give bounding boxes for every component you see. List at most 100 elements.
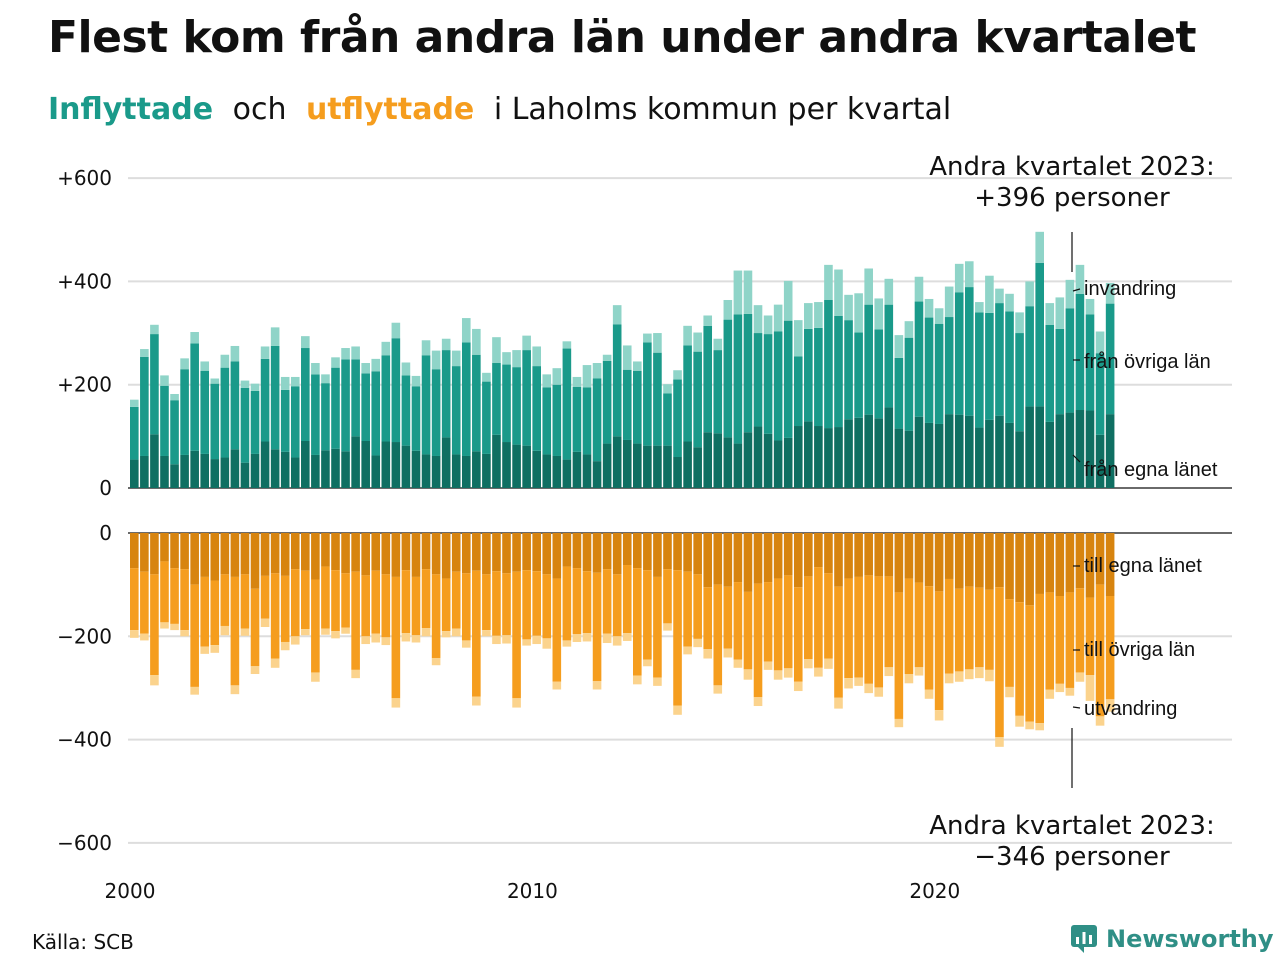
bar-in-2-30 — [431, 350, 441, 370]
bar-out-2-11 — [240, 628, 250, 636]
bar-out-2-40 — [532, 635, 541, 645]
bar-out-0-69 — [824, 533, 833, 574]
bar-in-2-52 — [653, 333, 662, 353]
bar-out-2-83 — [964, 669, 974, 680]
bar-out-0-35 — [482, 533, 491, 575]
bar-in-0-30 — [431, 455, 441, 488]
bar-out-2-13 — [260, 618, 270, 628]
bar-in-2-15 — [280, 376, 290, 390]
bar-out-2-93 — [1065, 687, 1075, 696]
bar-in-1-59 — [723, 319, 733, 438]
bar-out-0-34 — [472, 533, 481, 571]
bar-in-2-43 — [562, 341, 572, 349]
bar-in-2-91 — [1045, 303, 1055, 325]
bar-out-2-96 — [1095, 716, 1105, 726]
bar-out-2-56 — [693, 638, 702, 648]
bar-out-0-64 — [773, 533, 783, 579]
bar-out-0-67 — [804, 533, 813, 577]
bar-out-0-52 — [653, 533, 662, 577]
bar-in-2-37 — [502, 352, 511, 365]
bar-out-0-1 — [140, 533, 149, 572]
annotation-bottom-line1: Andra kvartalet 2023: — [929, 811, 1214, 841]
tick-invandring — [1072, 288, 1081, 292]
bar-out-1-16 — [290, 569, 300, 637]
bar-out-1-82 — [954, 588, 964, 672]
bar-out-0-71 — [844, 533, 853, 579]
bar-out-0-73 — [864, 533, 873, 576]
bar-in-0-22 — [351, 436, 360, 488]
bar-out-1-51 — [643, 570, 652, 660]
bar-in-0-28 — [411, 450, 421, 488]
bar-in-2-4 — [170, 393, 179, 401]
bar-out-0-90 — [1035, 533, 1044, 594]
bar-out-0-13 — [260, 533, 270, 576]
bar-out-1-20 — [331, 570, 340, 632]
bar-in-0-52 — [653, 445, 662, 488]
bar-out-2-42 — [552, 681, 562, 690]
bar-out-0-91 — [1045, 533, 1055, 593]
bar-in-1-43 — [562, 348, 572, 460]
bar-in-2-79 — [924, 298, 934, 318]
bar-out-0-5 — [180, 533, 189, 570]
bar-in-0-83 — [964, 415, 974, 488]
bar-out-1-45 — [582, 571, 592, 634]
bar-in-1-9 — [220, 367, 230, 458]
brand-name: Newsworthy — [1106, 925, 1274, 953]
bar-in-1-82 — [954, 292, 964, 415]
bar-in-2-7 — [200, 361, 210, 371]
bar-in-0-11 — [240, 462, 250, 488]
bar-in-2-49 — [622, 345, 632, 370]
bar-in-1-27 — [401, 375, 411, 446]
bar-in-2-11 — [240, 380, 250, 388]
bar-in-2-46 — [592, 363, 602, 379]
bar-in-0-80 — [934, 423, 944, 488]
bar-in-0-43 — [562, 459, 572, 488]
bar-in-1-11 — [240, 387, 250, 463]
bar-in-2-73 — [864, 268, 873, 305]
x-tick-label-1: 2010 — [507, 879, 558, 903]
bar-in-2-95 — [1085, 298, 1095, 315]
y-tick-label-inflyttade-0: +600 — [57, 166, 112, 190]
bar-out-2-79 — [924, 689, 934, 699]
bar-in-0-23 — [361, 440, 370, 488]
bar-out-1-49 — [622, 565, 632, 634]
chart-subtitle: Inflyttade och utflyttade i Laholms komm… — [48, 92, 961, 127]
bar-out-2-10 — [230, 685, 240, 695]
bar-in-2-57 — [703, 315, 713, 326]
bar-out-2-51 — [643, 659, 652, 667]
label-fran-egna-lanet: från egna länet — [1084, 459, 1218, 481]
bar-out-2-17 — [301, 629, 310, 636]
bar-in-1-70 — [834, 316, 843, 428]
bar-in-0-60 — [733, 443, 743, 488]
bar-in-0-92 — [1055, 414, 1065, 488]
bar-in-0-47 — [602, 443, 612, 488]
bar-out-1-25 — [381, 574, 391, 638]
bar-in-0-95 — [1085, 410, 1095, 488]
annotation-bottom-line2: −346 personer — [974, 842, 1170, 872]
bar-in-2-2 — [150, 324, 159, 335]
bar-out-1-0 — [130, 568, 139, 631]
bar-out-2-34 — [472, 696, 481, 706]
bar-out-0-40 — [532, 533, 541, 572]
grid-lines — [128, 177, 1232, 844]
bar-out-2-21 — [341, 627, 350, 634]
bar-out-0-16 — [290, 533, 300, 570]
bar-in-2-81 — [944, 286, 954, 318]
bar-in-2-72 — [854, 293, 863, 333]
bar-in-2-19 — [321, 374, 330, 384]
bar-out-2-59 — [723, 648, 733, 658]
bar-out-2-71 — [844, 678, 853, 689]
bar-in-1-91 — [1045, 324, 1055, 422]
bar-in-1-14 — [270, 345, 280, 450]
bar-out-0-27 — [401, 533, 411, 571]
bar-in-1-36 — [492, 363, 501, 435]
bar-in-0-68 — [814, 426, 823, 488]
bar-in-2-33 — [461, 318, 471, 343]
bar-out-0-61 — [743, 533, 753, 592]
bar-out-0-7 — [200, 533, 210, 577]
bar-in-2-40 — [532, 346, 541, 367]
bar-out-2-47 — [602, 633, 612, 644]
bar-in-2-47 — [602, 354, 612, 361]
bar-out-1-9 — [220, 574, 230, 626]
newsworthy-icon — [1071, 925, 1097, 953]
